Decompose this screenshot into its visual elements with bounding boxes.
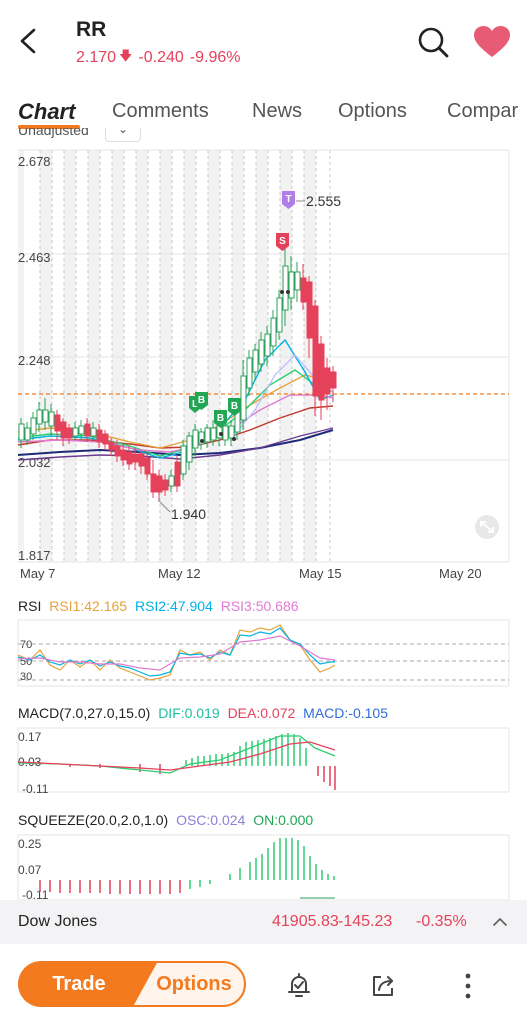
signal-badge-b[interactable]: B [228, 398, 241, 416]
y-tick-label: 2.032 [18, 455, 51, 470]
y-tick-label: 2.248 [18, 353, 51, 368]
tab-chart[interactable]: Chart [18, 99, 76, 124]
trade-dots [200, 290, 290, 443]
rsi-panel[interactable]: 70 50 30 [17, 619, 510, 687]
back-arrow-icon[interactable] [14, 24, 44, 58]
more-options-icon[interactable] [452, 970, 484, 1002]
tab-options[interactable]: Options [338, 100, 407, 122]
svg-text:B: B [231, 401, 238, 412]
index-name: Dow Jones [18, 913, 98, 930]
index-change: -145.23 [338, 913, 393, 930]
svg-text:-0.11: -0.11 [22, 888, 49, 900]
x-tick-label: May 20 [439, 566, 482, 581]
arrow-down-icon: 🡇 [119, 48, 133, 63]
trade-button[interactable]: Trade [18, 961, 158, 1007]
tab-comments[interactable]: Comments [112, 100, 209, 122]
signal-badge-b[interactable]: B [195, 392, 208, 410]
low-marker: 1.940 [157, 499, 206, 522]
signal-badge-s[interactable]: S [276, 233, 289, 251]
svg-text:30: 30 [20, 671, 32, 683]
quote-line: 2.170 🡇 -0.240 -9.96% [76, 47, 241, 69]
active-tab-indicator [18, 125, 80, 129]
svg-text:T: T [285, 194, 291, 205]
chevron-up-icon[interactable] [490, 912, 510, 932]
price-chart-area[interactable]: 2.678 2.463 2.248 2.032 1.817 [0, 145, 527, 900]
svg-text:B: B [217, 413, 224, 424]
signal-badge-b[interactable]: B [214, 410, 227, 428]
x-tick-label: May 12 [158, 566, 201, 581]
svg-text:70: 70 [20, 639, 32, 651]
search-icon[interactable] [416, 25, 450, 59]
trade-options-group: Options Trade [18, 961, 246, 1007]
x-tick-label: May 15 [299, 566, 342, 581]
x-tick-label: May 7 [20, 566, 55, 581]
svg-text:-0.11: -0.11 [22, 782, 49, 796]
last-price: 2.170 [76, 49, 117, 66]
tab-news[interactable]: News [252, 100, 303, 122]
macd-legend[interactable]: MACD(7.0,27.0,15.0) DIF:0.019 DEA:0.072 … [18, 705, 388, 721]
index-ticker-strip[interactable]: Dow Jones 41905.83 -145.23 -0.35% [0, 900, 527, 944]
header: RR 2.170 🡇 -0.240 -9.96% [0, 0, 527, 90]
index-value: 41905.83 [272, 913, 339, 930]
price-change-pct: -9.96% [189, 49, 241, 66]
session-shading [18, 150, 316, 562]
rsi-legend[interactable]: RSI RSI1:42.165 RSI2:47.904 RSI3:50.686 [18, 598, 299, 614]
chevron-down-icon: ⌄ [105, 128, 141, 142]
y-tick-label: 1.817 [18, 548, 51, 563]
signal-badge-t[interactable]: T [282, 191, 295, 209]
favorite-heart-icon[interactable] [473, 25, 511, 59]
bottom-action-bar: Options Trade [0, 944, 527, 1024]
svg-text:S: S [279, 236, 286, 247]
y-tick-label: 2.678 [18, 154, 51, 169]
svg-text:B: B [198, 395, 205, 406]
candlesticks [18, 244, 337, 500]
squeeze-panel[interactable]: 0.25 0.07 -0.11 [17, 834, 510, 900]
low-value: 1.940 [171, 506, 206, 522]
ticker-symbol: RR [76, 18, 107, 41]
macd-panel[interactable]: 0.17 0.03 -0.11 [17, 727, 510, 796]
fullscreen-icon[interactable] [475, 515, 499, 539]
high-value: 2.555 [306, 193, 341, 209]
svg-text:0.25: 0.25 [18, 837, 42, 851]
adjust-selector[interactable]: Unadjusted ⌄ [18, 128, 143, 148]
price-change: -0.240 [138, 49, 184, 66]
svg-text:0.17: 0.17 [18, 730, 42, 744]
price-alert-icon[interactable] [283, 970, 315, 1002]
adjust-label: Unadjusted [18, 128, 89, 138]
squeeze-legend[interactable]: SQUEEZE(20.0,2.0,1.0) OSC:0.024 ON:0.000 [18, 812, 314, 828]
high-marker: 2.555 [296, 193, 341, 209]
tab-bar: Chart Comments News Options Compar [0, 96, 527, 134]
y-tick-label: 2.463 [18, 250, 51, 265]
share-icon[interactable] [367, 970, 399, 1002]
tab-compare[interactable]: Compar [447, 100, 519, 122]
svg-text:0.07: 0.07 [18, 863, 42, 877]
index-change-pct: -0.35% [416, 913, 467, 930]
